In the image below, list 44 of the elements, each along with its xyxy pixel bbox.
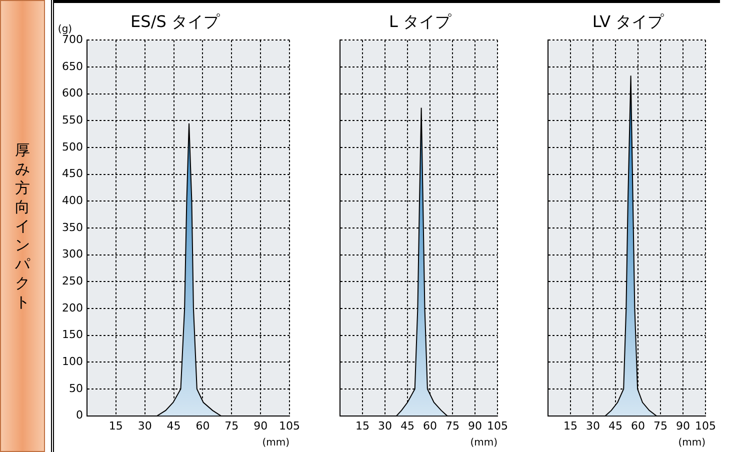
y-tick-label: 150	[62, 328, 83, 342]
x-axis-title: (mm)	[262, 438, 290, 449]
x-tick-label: 45	[400, 419, 414, 432]
y-tick-label: 50	[68, 382, 83, 395]
x-tick-label: 90	[676, 419, 690, 432]
y-tick-label: 250	[62, 274, 83, 288]
x-tick-label: 60	[196, 419, 210, 432]
y-tick-label: 200	[62, 301, 83, 314]
y-tick-label: 500	[62, 140, 83, 154]
y-tick-label: 600	[62, 86, 83, 100]
y-tick-label: 450	[62, 167, 83, 180]
x-tick-label: 30	[138, 419, 152, 432]
y-tick-label: 300	[62, 248, 83, 261]
x-tick-label: 60	[631, 419, 645, 432]
chart-title: LV タイプ	[592, 12, 665, 31]
x-tick-label: 45	[166, 419, 181, 432]
x-tick-label: 30	[586, 419, 600, 432]
x-tick-label: 105	[487, 419, 508, 432]
y-tick-label: 100	[62, 355, 83, 368]
x-axis-title: (mm)	[470, 438, 498, 449]
y-tick-label: 0	[76, 408, 83, 422]
x-tick-label: 15	[356, 419, 370, 432]
chart-title: L タイプ	[389, 12, 452, 31]
x-tick-label: 105	[695, 419, 716, 432]
x-tick-label: 15	[108, 419, 123, 432]
y-tick-label: 400	[62, 194, 83, 208]
y-tick-label: 700	[62, 33, 83, 46]
y-tick-label: 350	[62, 220, 83, 234]
x-tick-label: 60	[423, 419, 437, 432]
x-tick-label: 75	[446, 419, 460, 432]
x-axis-title: (mm)	[678, 438, 706, 449]
chart-title: ES/S タイプ	[130, 12, 220, 31]
chart-title: 厚み方向インパクト	[15, 140, 30, 310]
x-tick-label: 90	[468, 419, 482, 432]
y-tick-label: 550	[62, 114, 83, 127]
y-tick-label: 650	[62, 60, 83, 73]
y-axis-title: (g)	[58, 24, 72, 35]
x-tick-label: 45	[608, 419, 622, 432]
x-tick-label: 30	[378, 419, 392, 432]
x-tick-label: 105	[279, 419, 300, 432]
x-tick-label: 75	[654, 419, 668, 432]
x-tick-label: 15	[564, 419, 578, 432]
x-tick-label: 75	[224, 419, 239, 432]
x-tick-label: 90	[254, 419, 268, 432]
